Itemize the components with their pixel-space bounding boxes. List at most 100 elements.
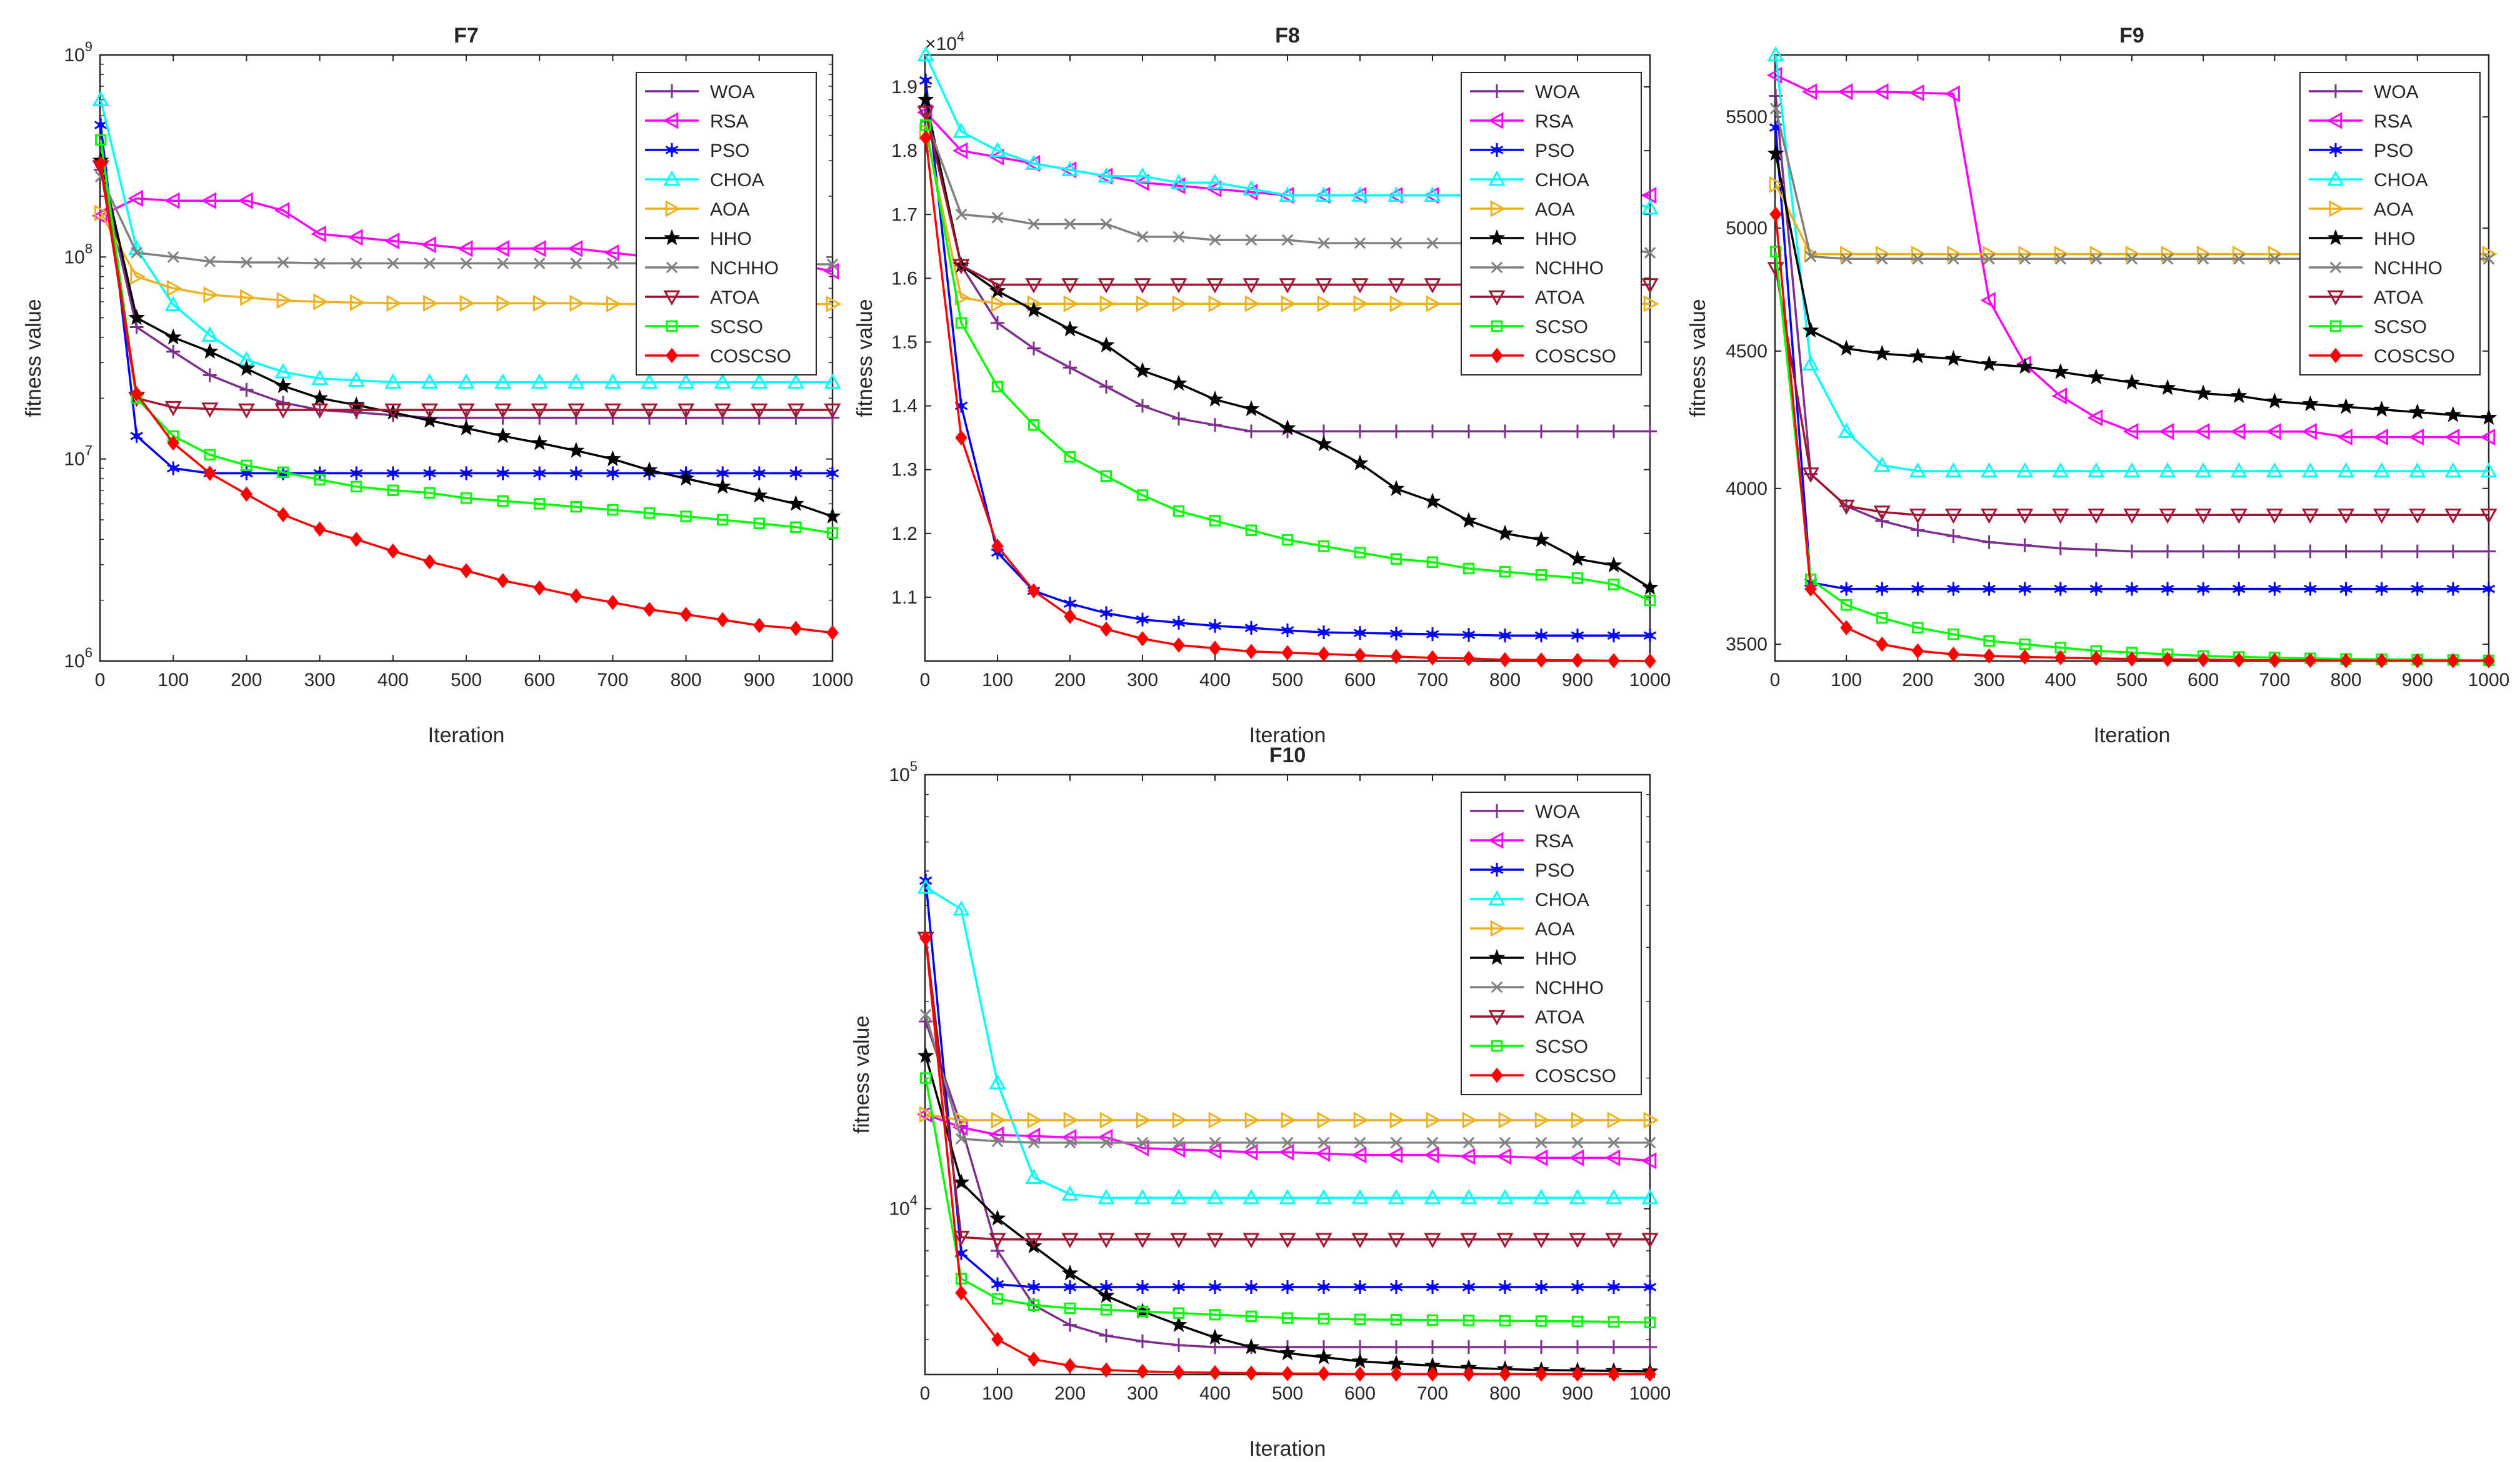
data-point-choa bbox=[2301, 462, 2319, 478]
data-point-atoa bbox=[1460, 1233, 1478, 1248]
data-point-hho bbox=[1279, 419, 1296, 435]
data-point-nchho bbox=[314, 257, 326, 269]
data-point-hho bbox=[311, 389, 328, 405]
legend-label-rsa: RSA bbox=[1535, 831, 1574, 852]
data-point-scso bbox=[1571, 1315, 1584, 1328]
x-tick-label: 400 bbox=[2045, 670, 2076, 690]
data-point-nchho bbox=[241, 256, 252, 269]
data-point-woa bbox=[2161, 544, 2175, 559]
data-point-rsa bbox=[1641, 1152, 1657, 1170]
x-tick-label: 800 bbox=[1489, 1383, 1521, 1404]
legend: WOA RSA PSO CHOA AOA HHO NCHHO ATOA SCSO COSCSO bbox=[1461, 792, 1642, 1095]
data-point-rsa bbox=[1873, 83, 1889, 101]
data-point-coscso bbox=[1426, 1366, 1439, 1382]
data-point-pso bbox=[1462, 1280, 1476, 1295]
data-point-coscso bbox=[1209, 640, 1221, 656]
data-point-pso bbox=[1172, 1280, 1186, 1295]
data-point-pso bbox=[1281, 623, 1294, 637]
data-point-coscso bbox=[350, 532, 362, 547]
data-point-scso bbox=[1571, 572, 1584, 584]
data-point-aoa bbox=[240, 289, 256, 306]
data-point-woa bbox=[2089, 543, 2103, 557]
data-point-atoa bbox=[2373, 508, 2391, 524]
data-point-pso bbox=[1136, 1280, 1149, 1295]
x-tick-label: 400 bbox=[378, 670, 409, 690]
data-point-hho bbox=[1460, 512, 1478, 528]
data-point-rsa bbox=[238, 192, 253, 209]
data-point-aoa bbox=[1317, 1111, 1333, 1129]
data-point-atoa bbox=[1944, 508, 1962, 524]
x-tick-label: 0 bbox=[920, 1383, 931, 1404]
data-point-atoa bbox=[1206, 1233, 1224, 1248]
legend-label-nchho: NCHHO bbox=[1535, 258, 1604, 279]
data-point-coscso bbox=[1644, 653, 1656, 669]
data-point-nchho bbox=[1281, 234, 1294, 246]
data-point-choa bbox=[531, 373, 548, 389]
data-point-nchho bbox=[991, 212, 1004, 224]
data-point-nchho bbox=[1172, 1136, 1185, 1149]
data-point-hho bbox=[1170, 1316, 1188, 1332]
data-point-atoa bbox=[1641, 1233, 1659, 1248]
data-point-coscso bbox=[1172, 1365, 1185, 1380]
data-point-hho bbox=[1569, 550, 1586, 567]
legend-marker-hho bbox=[663, 229, 681, 246]
data-point-hho bbox=[2016, 357, 2034, 374]
data-point-pso bbox=[532, 466, 546, 480]
data-point-choa bbox=[1206, 174, 1224, 189]
data-point-rsa bbox=[1314, 1145, 1331, 1162]
data-point-hho bbox=[2444, 406, 2462, 422]
data-point-aoa bbox=[1208, 1111, 1224, 1129]
legend-label-pso: PSO bbox=[1535, 860, 1574, 881]
data-point-scso bbox=[1136, 1305, 1149, 1318]
data-point-rsa bbox=[2372, 429, 2388, 446]
data-point-woa bbox=[1136, 1334, 1149, 1348]
data-point-scso bbox=[1281, 534, 1294, 546]
data-point-scso bbox=[424, 487, 436, 499]
data-point-choa bbox=[458, 373, 475, 389]
data-point-coscso bbox=[2161, 652, 2174, 667]
data-point-coscso bbox=[1571, 652, 1584, 669]
data-point-nchho bbox=[1804, 251, 1817, 262]
series-group bbox=[917, 873, 1659, 1382]
data-point-atoa bbox=[1873, 505, 1891, 521]
data-point-choa bbox=[421, 373, 438, 389]
data-point-nchho bbox=[387, 257, 399, 269]
data-point-aoa bbox=[1172, 295, 1188, 312]
data-point-choa bbox=[1388, 1189, 1405, 1205]
data-point-atoa bbox=[1981, 508, 1998, 524]
data-point-choa bbox=[952, 122, 970, 138]
legend-label-hho: HHO bbox=[710, 229, 752, 249]
data-point-woa bbox=[1946, 529, 1961, 544]
data-point-choa bbox=[1641, 1189, 1659, 1205]
data-point-coscso bbox=[1462, 1366, 1475, 1382]
data-point-coscso bbox=[1947, 647, 1960, 662]
data-point-coscso bbox=[2447, 653, 2459, 669]
legend-label-nchho: NCHHO bbox=[1535, 978, 1604, 998]
data-point-pso bbox=[1136, 612, 1149, 627]
x-tick-label: 200 bbox=[1902, 670, 1933, 690]
series-line-aoa bbox=[925, 1113, 1650, 1121]
data-point-coscso bbox=[1245, 1365, 1258, 1381]
legend-label-coscso: COSCSO bbox=[2374, 346, 2455, 367]
data-point-scso bbox=[1172, 1307, 1185, 1319]
data-point-scso bbox=[1535, 1315, 1548, 1327]
data-point-pso bbox=[349, 466, 363, 480]
data-point-choa bbox=[1605, 1189, 1622, 1205]
data-point-hho bbox=[1496, 524, 1514, 541]
legend-marker-woa bbox=[1490, 804, 1504, 818]
data-point-pso bbox=[752, 466, 766, 480]
data-point-rsa bbox=[2122, 423, 2139, 440]
data-point-woa bbox=[1982, 535, 1996, 549]
y-tick-label: 1.7 bbox=[891, 204, 918, 225]
data-point-choa bbox=[1134, 167, 1151, 183]
data-point-pso bbox=[1208, 1280, 1222, 1295]
data-point-hho bbox=[751, 486, 768, 503]
legend-marker-rsa bbox=[1488, 832, 1504, 849]
x-tick-label: 700 bbox=[597, 670, 628, 690]
data-point-hho bbox=[1424, 492, 1441, 509]
data-point-atoa bbox=[2409, 508, 2426, 524]
legend-marker-rsa bbox=[1488, 112, 1504, 129]
data-point-nchho bbox=[2232, 253, 2245, 265]
legend-marker-aoa bbox=[665, 200, 681, 217]
